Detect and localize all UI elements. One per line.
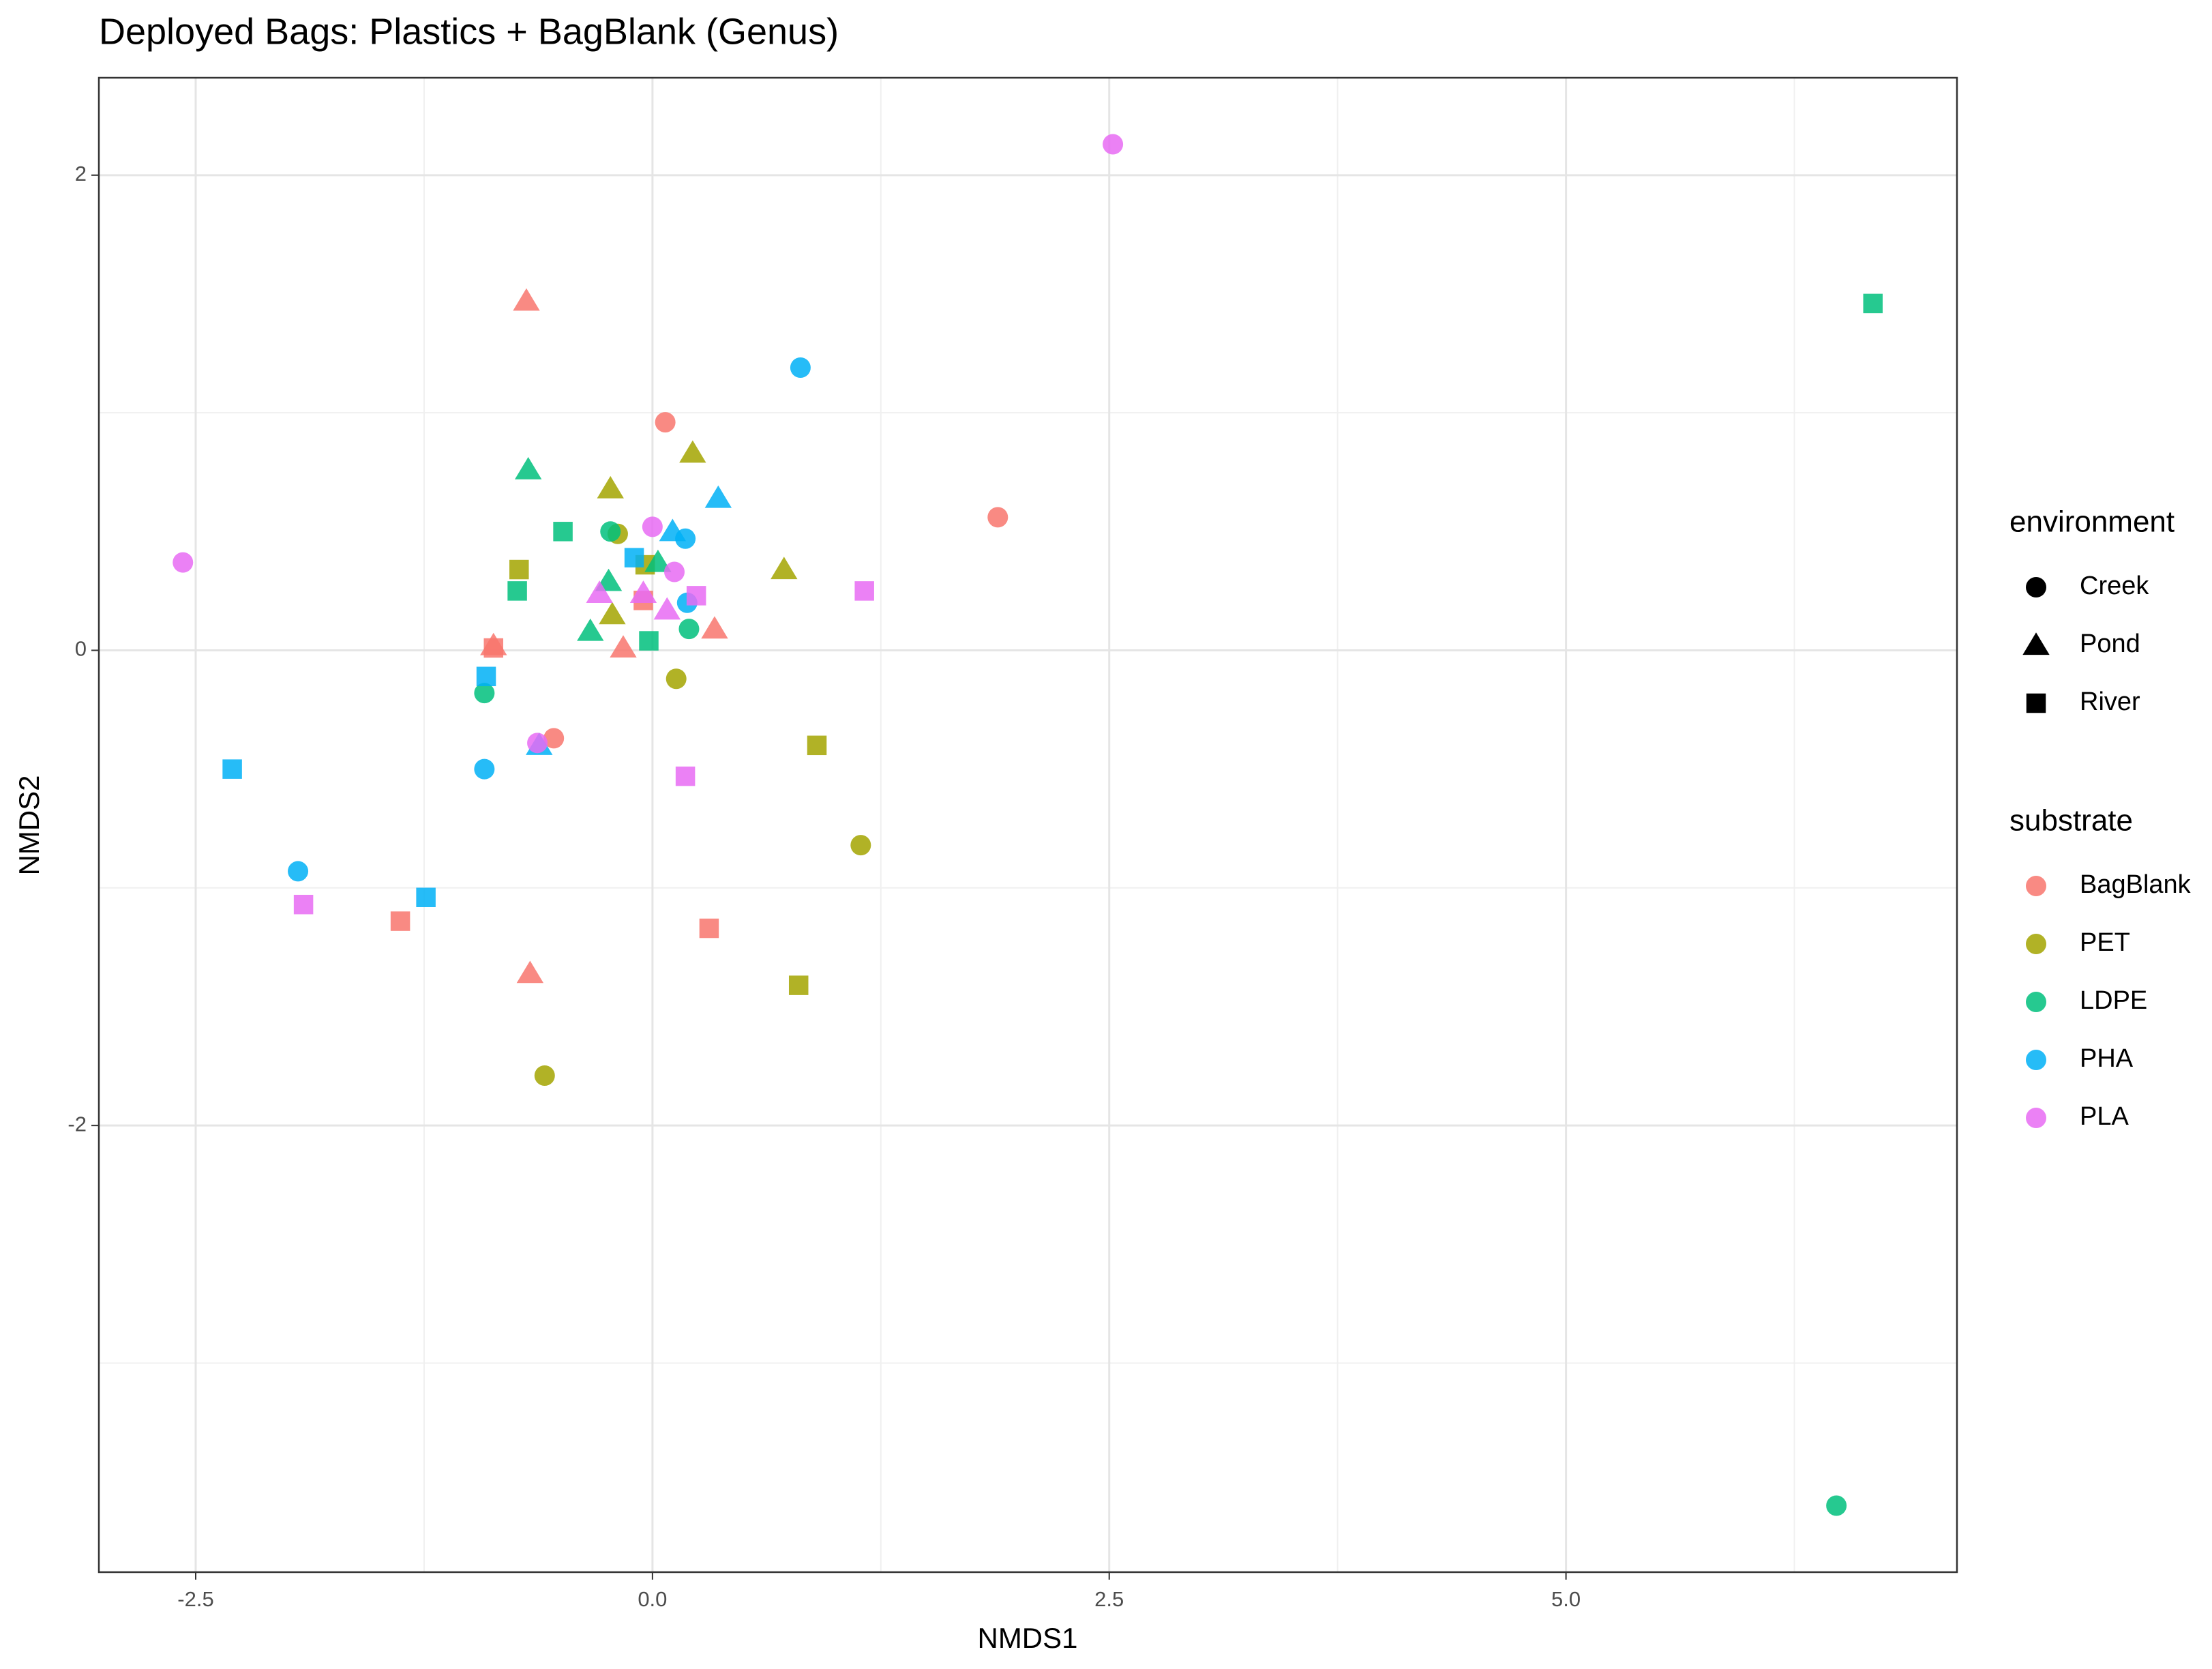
square-point	[788, 975, 809, 995]
y-tick-label: 0	[75, 637, 87, 661]
square-point	[807, 735, 827, 756]
legend-label: PLA	[2080, 1102, 2129, 1131]
legend-label: LDPE	[2080, 986, 2147, 1015]
triangle-point	[516, 960, 544, 984]
x-axis-title: NMDS1	[977, 1622, 1077, 1654]
legend-label: Creek	[2080, 572, 2149, 600]
square-point	[624, 548, 644, 567]
circle-point	[2026, 577, 2046, 597]
circle-point	[173, 552, 194, 573]
triangle-point	[679, 440, 706, 463]
circle-point	[678, 619, 700, 640]
circle-point	[527, 733, 548, 754]
square-point	[483, 638, 504, 658]
x-tick-label: 0.0	[638, 1587, 667, 1611]
circle-point	[288, 861, 309, 882]
circle-point	[474, 758, 495, 780]
y-tick-label: -2	[68, 1112, 87, 1136]
triangle-point	[597, 475, 624, 499]
triangle-point	[771, 557, 798, 580]
square-point	[222, 759, 242, 779]
chart-title: Deployed Bags: Plastics + BagBlank (Genu…	[99, 11, 839, 52]
triangle-point	[644, 549, 672, 572]
triangle-point	[653, 597, 681, 620]
triangle-point	[704, 485, 732, 508]
legend-title: environment	[2009, 505, 2174, 539]
square-point	[854, 581, 874, 601]
circle-point	[642, 516, 663, 537]
circle-point	[600, 521, 621, 542]
circle-point	[2026, 1108, 2046, 1128]
triangle-point	[2022, 632, 2050, 655]
circle-point	[655, 412, 676, 433]
legend-label: Pond	[2080, 630, 2140, 658]
circle-point	[2026, 992, 2046, 1012]
circle-point	[987, 507, 1008, 528]
square-point	[699, 918, 719, 939]
triangle-point	[514, 456, 542, 479]
circle-point	[1826, 1495, 1847, 1516]
triangle-point	[577, 618, 604, 641]
legend-label: PHA	[2080, 1044, 2134, 1073]
square-point	[509, 559, 529, 580]
x-tick-label: -2.5	[177, 1587, 213, 1611]
square-point	[686, 586, 706, 606]
square-point	[675, 766, 696, 786]
square-point	[390, 911, 410, 931]
circle-point	[790, 357, 811, 378]
legend-label: BagBlank	[2080, 870, 2192, 899]
x-tick-label: 5.0	[1551, 1587, 1581, 1611]
square-point	[476, 666, 496, 687]
circle-point	[543, 728, 565, 749]
square-point	[507, 581, 527, 601]
x-tick-label: 2.5	[1094, 1587, 1124, 1611]
triangle-point	[599, 602, 626, 625]
square-point	[1863, 293, 1883, 314]
panel-border	[98, 76, 1958, 1574]
triangle-point	[513, 288, 540, 311]
circle-point	[534, 1065, 555, 1086]
circle-point	[664, 561, 685, 582]
circle-point	[666, 668, 687, 690]
triangle-point	[659, 518, 687, 542]
square-point	[293, 894, 314, 915]
square-point	[416, 887, 436, 907]
y-axis-title: NMDS2	[13, 775, 45, 875]
circle-point	[2026, 934, 2046, 954]
square-point	[553, 522, 573, 542]
square-point	[639, 631, 659, 651]
legend-label: PET	[2080, 928, 2130, 957]
triangle-point	[629, 580, 657, 603]
legend-label: River	[2080, 688, 2140, 716]
legend-title: substrate	[2009, 804, 2133, 838]
circle-point	[2026, 1050, 2046, 1070]
triangle-point	[610, 635, 637, 658]
triangle-point	[586, 580, 613, 603]
y-tick-label: 2	[75, 162, 87, 186]
circle-point	[850, 835, 871, 856]
circle-point	[474, 683, 495, 704]
triangle-point	[701, 616, 728, 639]
circle-point	[2026, 876, 2046, 896]
circle-point	[1103, 134, 1124, 155]
square-point	[2026, 693, 2046, 713]
